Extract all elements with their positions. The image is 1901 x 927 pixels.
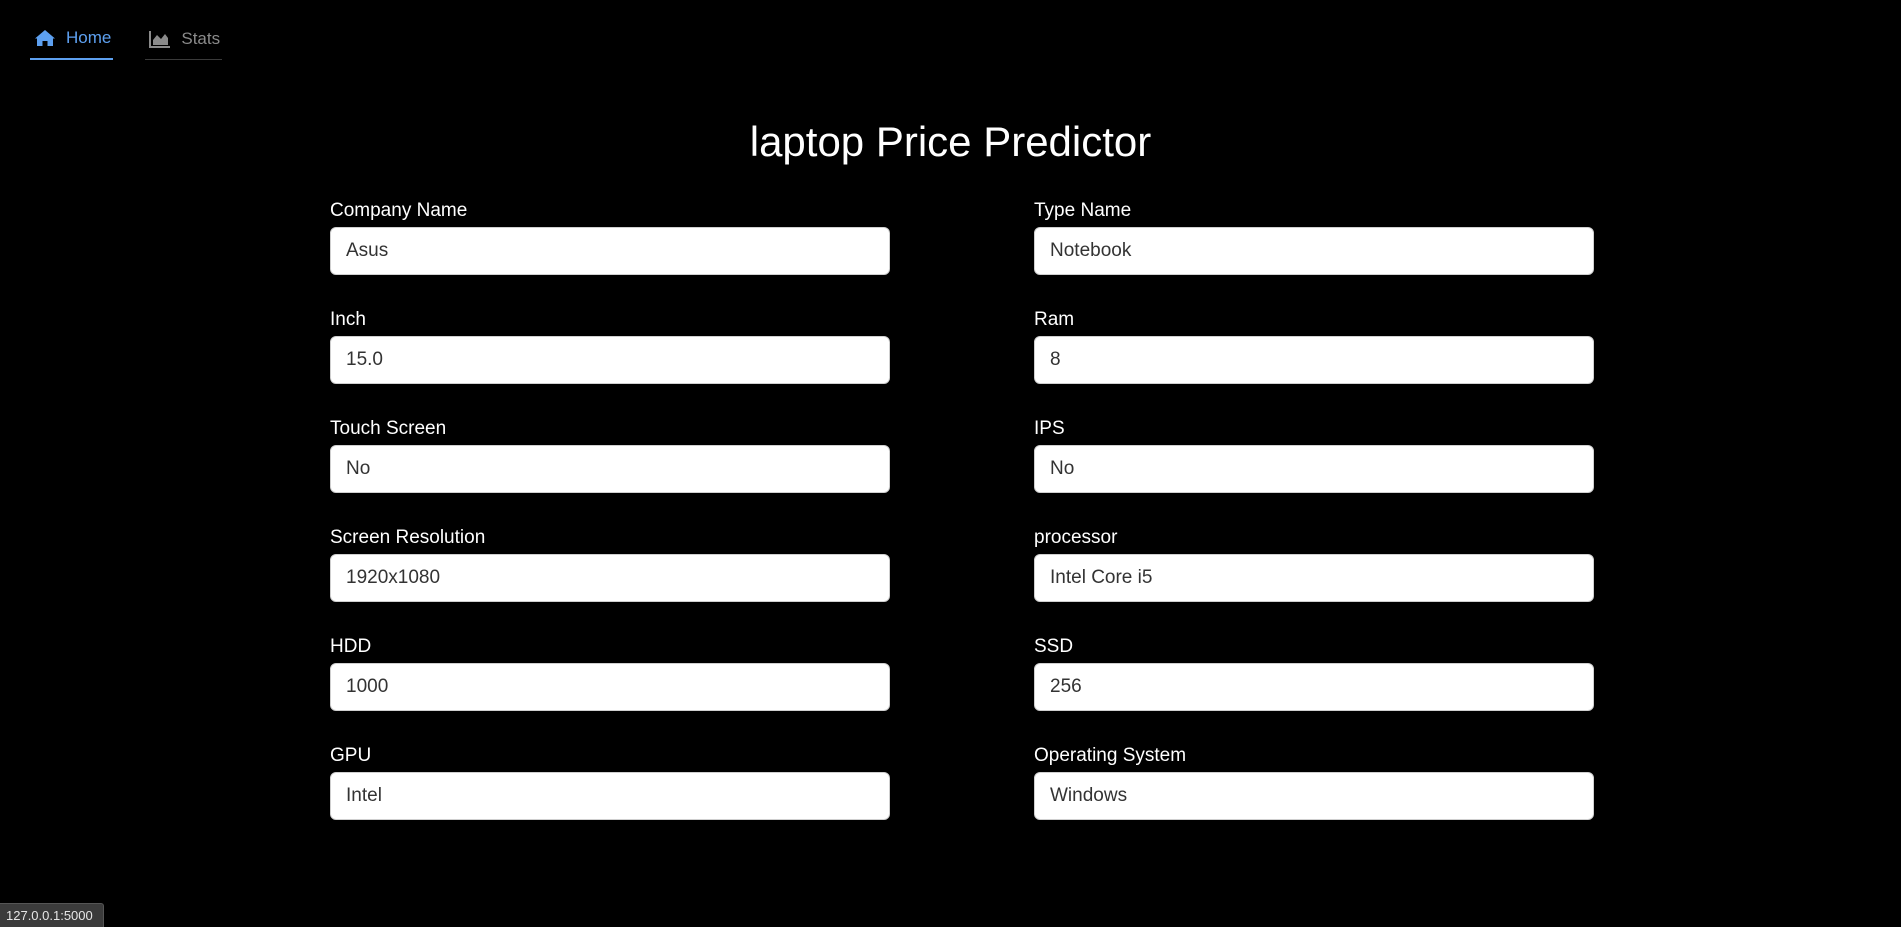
gpu-input[interactable] <box>330 772 890 820</box>
processor-label: processor <box>1034 527 1118 548</box>
field-type: Type Name <box>1034 200 1594 275</box>
ssd-label: SSD <box>1034 636 1074 657</box>
area-chart-icon <box>149 30 171 48</box>
status-bar-url: 127.0.0.1:5000 <box>0 903 104 927</box>
company-label: Company Name <box>330 200 468 221</box>
screen-resolution-label: Screen Resolution <box>330 527 486 548</box>
hdd-label: HDD <box>330 636 372 657</box>
tab-home-label: Home <box>66 28 112 47</box>
tab-stats-label: Stats <box>181 28 221 48</box>
company-input[interactable] <box>330 227 890 275</box>
operating-system-input[interactable] <box>1034 772 1594 820</box>
field-touch-screen: Touch Screen <box>330 418 890 493</box>
top-nav: Home Stats <box>30 22 223 60</box>
field-ssd: SSD <box>1034 636 1594 711</box>
processor-input[interactable] <box>1034 554 1594 602</box>
hdd-input[interactable] <box>330 663 890 711</box>
field-processor: processor <box>1034 527 1594 602</box>
field-hdd: HDD <box>330 636 890 711</box>
field-ips: IPS <box>1034 418 1594 493</box>
ram-label: Ram <box>1034 309 1075 330</box>
tab-home[interactable]: Home <box>30 22 114 60</box>
home-icon <box>34 29 56 47</box>
field-ram: Ram <box>1034 309 1594 384</box>
ram-input[interactable] <box>1034 336 1594 384</box>
touch-screen-input[interactable] <box>330 445 890 493</box>
prediction-form: Company Name Type Name Inch Ram Touch Sc… <box>330 200 1594 820</box>
touch-screen-label: Touch Screen <box>330 418 447 439</box>
inch-input[interactable] <box>330 336 890 384</box>
ips-input[interactable] <box>1034 445 1594 493</box>
field-gpu: GPU <box>330 745 890 820</box>
ips-label: IPS <box>1034 418 1065 439</box>
inch-label: Inch <box>330 309 366 330</box>
field-inch: Inch <box>330 309 890 384</box>
screen-resolution-input[interactable] <box>330 554 890 602</box>
field-operating-system: Operating System <box>1034 745 1594 820</box>
type-label: Type Name <box>1034 200 1132 221</box>
field-company: Company Name <box>330 200 890 275</box>
operating-system-label: Operating System <box>1034 745 1187 766</box>
tab-stats[interactable]: Stats <box>145 22 223 60</box>
page-title: laptop Price Predictor <box>749 118 1152 165</box>
type-input[interactable] <box>1034 227 1594 275</box>
ssd-input[interactable] <box>1034 663 1594 711</box>
field-screen-resolution: Screen Resolution <box>330 527 890 602</box>
gpu-label: GPU <box>330 745 372 766</box>
